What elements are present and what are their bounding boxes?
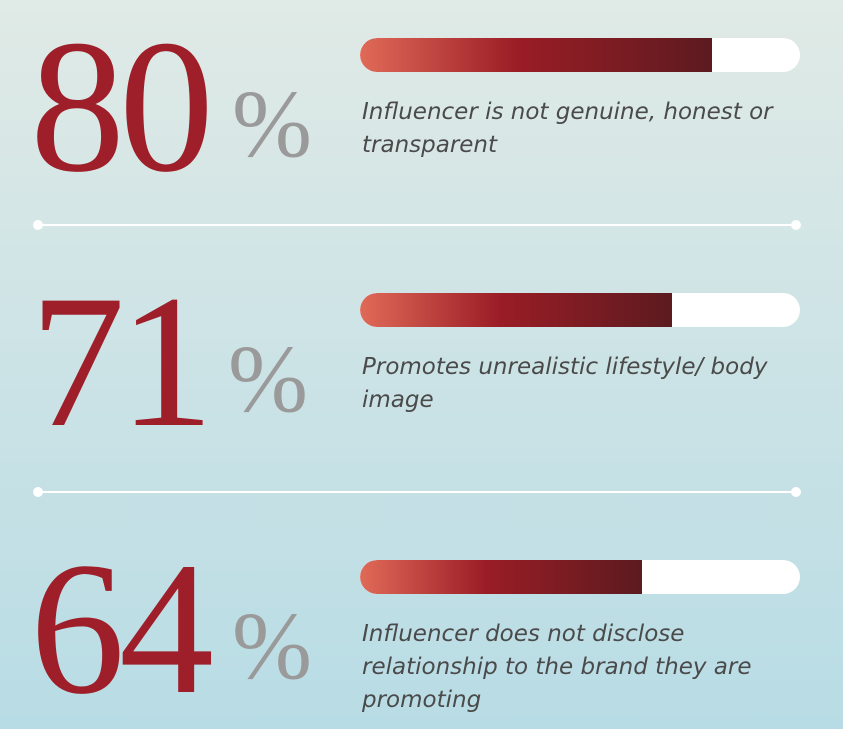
stat-number: 64 xyxy=(30,524,214,729)
separator xyxy=(33,220,801,230)
bar-track xyxy=(360,38,800,72)
bar-label: Influencer does not disclose relationshi… xyxy=(362,621,752,713)
separator xyxy=(33,487,801,497)
bar-label: Influencer is not genuine, honest or tra… xyxy=(362,99,773,158)
bar xyxy=(360,560,642,594)
bar xyxy=(360,293,673,327)
percent-sign: % xyxy=(232,70,312,177)
stat-number: 71 xyxy=(30,257,214,467)
bar xyxy=(360,38,712,72)
stat-number: 80 xyxy=(30,2,214,212)
percent-sign: % xyxy=(232,592,312,699)
bar-track xyxy=(360,293,800,327)
bar-label: Promotes unrealistic lifestyle/ body ima… xyxy=(362,354,768,413)
percent-sign: % xyxy=(228,325,308,432)
bar-track xyxy=(360,560,800,594)
